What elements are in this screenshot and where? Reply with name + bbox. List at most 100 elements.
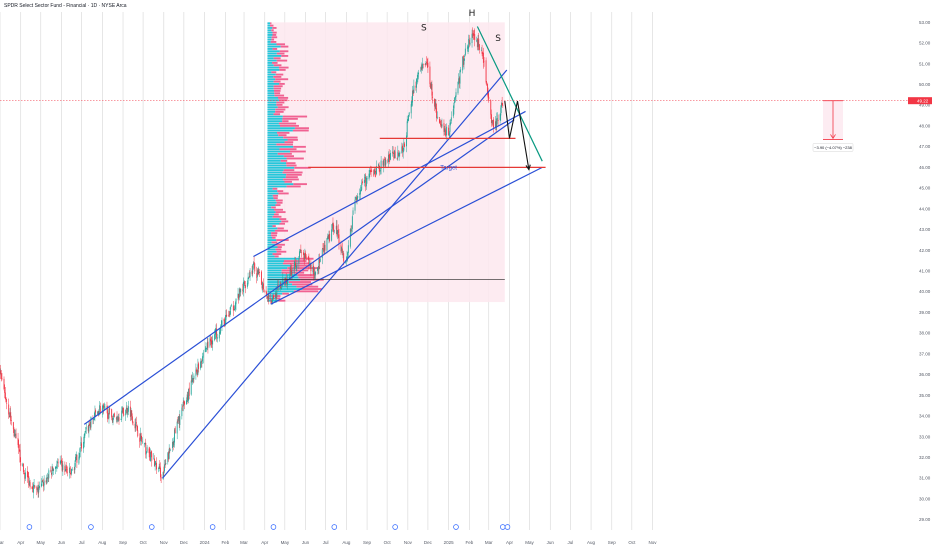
profile-bar-up <box>267 274 298 276</box>
candle-body <box>478 38 480 45</box>
candle-body <box>239 288 241 293</box>
candles[interactable] <box>0 27 504 499</box>
candle-body <box>377 164 379 167</box>
profile-bar-down <box>274 255 279 258</box>
profile-bar-down <box>300 278 324 281</box>
candle-body <box>473 34 475 36</box>
time-tick-label: Aug <box>587 540 596 545</box>
candle-body <box>422 64 424 65</box>
candle-body <box>196 369 198 372</box>
candle-body <box>215 329 217 335</box>
event-marker-icon[interactable] <box>500 524 506 530</box>
profile-bar-up <box>267 176 286 179</box>
candle-body <box>159 466 161 469</box>
event-marker-icon[interactable] <box>392 524 398 530</box>
candle-body <box>312 266 314 272</box>
profile-bar-down <box>272 187 278 190</box>
candle-body <box>223 319 225 321</box>
candle-body <box>24 472 26 479</box>
candle-body <box>83 434 85 444</box>
event-marker-icon[interactable] <box>270 524 277 530</box>
event-markers[interactable] <box>26 524 511 530</box>
candle-body <box>427 62 429 68</box>
candle-body <box>65 467 67 469</box>
candle-body <box>477 39 479 47</box>
candle-body <box>323 248 325 252</box>
event-marker-icon[interactable] <box>26 524 33 530</box>
profile-bar-up <box>267 192 279 195</box>
event-marker-icon[interactable] <box>149 524 155 530</box>
candle-body <box>352 210 354 215</box>
profile-bar-down <box>277 246 282 249</box>
candle-body <box>397 151 399 158</box>
candle-body <box>85 427 87 430</box>
candle-body <box>178 416 179 421</box>
profile-bar-up <box>267 213 275 216</box>
event-marker-icon[interactable] <box>88 524 94 530</box>
candle-body <box>462 56 464 71</box>
candle-body <box>268 295 270 300</box>
candle-body <box>289 276 290 280</box>
profile-bar-up <box>267 278 301 281</box>
profile-bar-up <box>267 264 292 267</box>
event-marker-icon[interactable] <box>453 524 459 530</box>
trendline-line[interactable] <box>270 166 543 305</box>
candle-body <box>226 314 228 317</box>
candle-body <box>111 409 113 418</box>
candle-body <box>500 107 502 116</box>
candle-body <box>53 468 54 472</box>
candle-body <box>262 283 264 290</box>
profile-bar-up <box>267 152 278 155</box>
candle-body <box>308 257 310 265</box>
event-marker-icon[interactable] <box>331 524 338 530</box>
candle-body <box>210 339 212 342</box>
candle-body <box>407 119 409 122</box>
trendline-line[interactable] <box>83 119 515 425</box>
projection-path[interactable] <box>504 100 530 170</box>
candle-body <box>482 53 484 54</box>
trendline-line[interactable] <box>253 110 526 258</box>
candle-body <box>360 189 362 191</box>
time-tick-label: May <box>281 540 290 545</box>
candle-body <box>81 443 83 449</box>
price-axis[interactable]: 53.00 52.00 51.00 50.00 49.00 48.00 47.00 46.00… <box>908 0 932 550</box>
candle-body <box>454 97 456 99</box>
profile-bar-up <box>267 24 270 27</box>
candle-body <box>458 78 460 83</box>
profile-bar-down <box>277 227 284 230</box>
profile-bar-up <box>267 136 284 139</box>
candle-body <box>425 62 427 65</box>
candle-body <box>127 406 129 412</box>
profile-bar-up <box>267 292 283 295</box>
event-marker-icon[interactable] <box>209 524 216 530</box>
drawing-lines[interactable] <box>0 26 916 479</box>
candle-body <box>496 118 498 120</box>
profile-bar-up <box>267 166 295 169</box>
candle-body <box>261 285 263 289</box>
candle-body <box>225 314 227 320</box>
profile-bar-down <box>275 78 289 81</box>
candle-body <box>84 432 86 436</box>
profile-bar-up <box>267 290 294 293</box>
candle-body <box>460 69 462 71</box>
candle-body <box>59 461 61 463</box>
profile-bar-up <box>267 222 280 225</box>
candle-body <box>113 413 115 418</box>
candle-body <box>435 102 437 109</box>
profile-bar-down <box>275 110 284 113</box>
candle-body <box>355 196 357 199</box>
profile-bar-up <box>267 248 276 251</box>
event-marker-icon[interactable] <box>504 524 511 530</box>
candle-body <box>41 481 43 484</box>
profile-bar-up <box>267 61 273 64</box>
candle-body <box>143 443 145 444</box>
candle-body <box>275 292 276 299</box>
time-tick-label: Mar <box>240 540 248 545</box>
time-axis[interactable]: Mar Apr May Jun Jul Aug Sep Oct Nov Dec 2024 Feb Mar… <box>0 530 932 550</box>
price-tick-label: 50.00 <box>919 82 931 87</box>
descending-line[interactable] <box>476 26 543 162</box>
candle-body <box>113 413 115 417</box>
candle-body <box>178 416 180 424</box>
candle-body <box>182 402 184 407</box>
